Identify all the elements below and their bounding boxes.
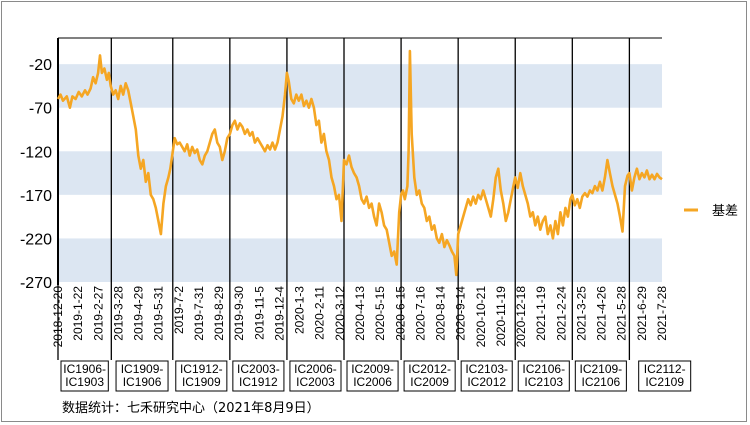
x-tick-label: 2021-7-28 xyxy=(655,286,669,341)
contract-label-line: IC1909- xyxy=(121,362,164,376)
contract-label-line: IC2106 xyxy=(581,375,620,389)
y-tick-label: -70 xyxy=(29,101,52,118)
contract-box xyxy=(574,360,627,392)
contract-label-line: IC2009- xyxy=(351,362,394,376)
x-tick-labels: 2018-12-20 2019-1-22 2019-2-27 2019-3-28 201… xyxy=(51,286,669,348)
contract-label-line: IC2003 xyxy=(296,375,335,389)
shaded-band xyxy=(58,238,662,282)
x-tick-label: 2019-9-30 xyxy=(232,286,246,341)
x-tick-label: 2020-11-19 xyxy=(494,286,508,347)
x-tick-label: 2020-4-13 xyxy=(353,286,367,341)
x-tick-label: 2021-6-29 xyxy=(635,286,649,341)
contract-label-line: IC1903 xyxy=(65,375,104,389)
y-tick-labels: -20 -70 -120 -170 -220 -270 xyxy=(20,57,52,292)
x-tick-label: 2020-6-15 xyxy=(393,286,407,341)
x-tick-label: 2019-8-29 xyxy=(212,286,226,341)
contract-label-line: IC1906 xyxy=(123,375,162,389)
x-tick-label: 2020-5-15 xyxy=(373,286,387,341)
contract-label-line: IC2103- xyxy=(465,362,508,376)
legend-label: 基差 xyxy=(712,203,738,218)
x-tick-label: 2019-7-31 xyxy=(192,286,206,341)
x-tick-label: 2019-7-2 xyxy=(172,286,186,334)
x-tick-label: 2021-2-24 xyxy=(554,286,568,341)
x-tick-label: 2019-2-27 xyxy=(91,286,105,341)
x-tick-label: 2021-3-25 xyxy=(574,286,588,341)
contract-box xyxy=(346,360,399,392)
contract-label-line: IC2003- xyxy=(237,362,280,376)
contract-label-line: IC2006 xyxy=(353,375,392,389)
contract-label-line: IC1912 xyxy=(239,375,278,389)
contract-label-line: IC2109- xyxy=(579,362,622,376)
series-line xyxy=(56,49,663,277)
x-tick-label: 2021-1-19 xyxy=(534,286,548,341)
legend: 基差 xyxy=(684,203,738,218)
contract-box xyxy=(175,360,228,392)
x-tick-label: 2021-5-28 xyxy=(615,286,629,341)
contract-label-line: IC2009 xyxy=(410,375,449,389)
x-tick-label: 2020-8-14 xyxy=(434,286,448,341)
x-tick-label: 2018-12-20 xyxy=(51,286,65,348)
contract-label-line: IC2006- xyxy=(294,362,337,376)
y-tick-label: -270 xyxy=(20,275,52,292)
contract-label-line: IC1912- xyxy=(180,362,223,376)
x-tick-label: 2020-2-11 xyxy=(313,286,327,340)
contract-box xyxy=(638,360,692,392)
contract-box xyxy=(115,360,169,392)
contract-label-line: IC2103 xyxy=(524,375,563,389)
x-tick-label: 2019-12-4 xyxy=(272,286,286,341)
contract-box xyxy=(232,360,285,392)
contract-labels: IC1906-IC1903 IC1909-IC1906 IC1912-IC1909 I… xyxy=(60,360,692,392)
x-tick-label: 2019-1-22 xyxy=(71,286,85,341)
x-tick-label: 2020-10-21 xyxy=(474,286,488,348)
contract-label-line: IC2109 xyxy=(645,375,684,389)
series-layer xyxy=(56,49,663,277)
contract-label-line: IC2012- xyxy=(408,362,451,376)
contract-label-line: IC2112- xyxy=(644,362,686,376)
y-tick-label: -170 xyxy=(20,188,52,205)
x-tick-label: 2020-3-12 xyxy=(333,286,347,341)
contract-box xyxy=(460,360,513,392)
contract-label-line: IC2012 xyxy=(467,375,506,389)
contract-box xyxy=(60,360,109,392)
x-tick-label: 2020-9-14 xyxy=(454,286,468,341)
contract-box xyxy=(517,360,570,392)
x-tick-label: 2021-4-26 xyxy=(595,286,609,341)
shaded-band xyxy=(58,64,662,108)
x-tick-label: 2019-4-29 xyxy=(132,286,146,341)
y-tick-label: -220 xyxy=(20,231,52,248)
y-tick-label: -120 xyxy=(20,144,52,161)
source-note: 数据统计：七禾研究中心（2021年8月9日） xyxy=(62,401,320,416)
x-tick-label: 2019-3-28 xyxy=(111,286,125,341)
contract-label-line: IC2106- xyxy=(522,362,565,376)
x-tick-label: 2020-1-3 xyxy=(293,286,307,334)
contract-box xyxy=(403,360,456,392)
x-tick-label: 2020-7-16 xyxy=(413,286,427,341)
x-tick-label: 2019-5-31 xyxy=(152,286,166,341)
contract-label-line: IC1909 xyxy=(182,375,221,389)
x-tick-label: 2019-11-5 xyxy=(252,286,266,340)
contract-box xyxy=(289,360,342,392)
contract-label-line: IC1906- xyxy=(63,362,106,376)
x-tick-label: 2020-12-18 xyxy=(514,286,528,348)
y-tick-label: -20 xyxy=(29,57,52,74)
